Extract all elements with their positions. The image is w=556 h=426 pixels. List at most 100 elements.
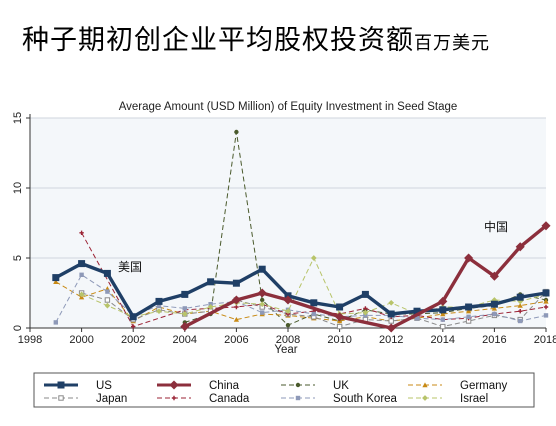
data-point-uk [285, 323, 291, 328]
x-tick-label: 2012 [379, 334, 403, 346]
data-point-canada [79, 230, 84, 235]
data-point-south-korea [53, 320, 58, 325]
data-point-us [258, 265, 266, 273]
data-point-israel [388, 299, 395, 306]
data-point-israel [104, 302, 111, 309]
data-point-south-korea [79, 272, 84, 277]
data-point-china [283, 295, 293, 305]
page-title-text: 种子期初创企业平均股权投资额 [22, 25, 414, 56]
data-point-germany [440, 311, 446, 317]
data-point-china [335, 312, 345, 322]
legend-marker-japan [58, 395, 64, 401]
data-point-germany [465, 308, 472, 314]
legend-marker-south-korea [295, 395, 301, 401]
data-point-japan [388, 318, 394, 324]
data-point-china [438, 296, 448, 306]
x-tick-label: 2016 [482, 334, 506, 346]
annotation-us: 美国 [118, 260, 143, 274]
data-point-israel [285, 308, 291, 315]
data-point-us [207, 278, 215, 286]
legend-marker-germany [422, 382, 428, 388]
page-title-unit: 百万美元 [414, 33, 490, 54]
data-point-japan [440, 323, 446, 330]
data-point-israel [156, 308, 162, 315]
data-point-uk [234, 129, 239, 135]
data-point-israel [310, 255, 317, 261]
data-point-us [155, 297, 163, 305]
data-point-china [180, 322, 190, 332]
data-point-us [129, 313, 137, 321]
data-point-germany [517, 302, 523, 308]
page-title: 种子期初创企业平均股权投资额百万美元 [22, 18, 490, 57]
chart-title: Average Amount (USD Million) of Equity I… [119, 101, 458, 113]
data-point-israel [259, 301, 266, 308]
data-point-israel [78, 291, 85, 298]
data-point-south-korea [543, 313, 549, 318]
y-tick-label: 15 [12, 112, 24, 124]
legend-label-us: US [96, 380, 112, 392]
data-point-south-korea [156, 303, 162, 308]
x-tick-label: 2006 [224, 334, 248, 346]
series-line-germany [55, 281, 547, 322]
x-tick-label: 1998 [18, 334, 42, 346]
data-point-us [516, 293, 524, 301]
series-china [180, 221, 551, 333]
data-point-us [413, 307, 421, 315]
data-point-us [232, 279, 240, 287]
legend-label-uk: UK [333, 380, 349, 392]
data-point-china [257, 288, 267, 298]
data-point-south-korea [440, 317, 445, 322]
y-tick-label: 10 [12, 182, 24, 194]
data-point-china [386, 323, 396, 333]
data-point-us [310, 299, 318, 307]
data-point-israel [362, 309, 369, 316]
data-point-us [439, 306, 447, 314]
x-tick-label: 2014 [431, 334, 455, 346]
data-point-germany [53, 279, 59, 284]
data-point-china [464, 253, 474, 263]
data-point-south-korea [466, 314, 471, 319]
series-line-us [54, 261, 547, 319]
legend-label-germany: Germany [460, 380, 508, 392]
data-point-south-korea [182, 306, 187, 311]
x-tick-label: 2002 [121, 334, 145, 346]
y-tick-label: 0 [12, 325, 24, 331]
data-point-uk [260, 297, 265, 303]
data-point-canada [543, 304, 549, 310]
data-point-us [542, 289, 550, 297]
data-point-china [515, 242, 525, 252]
data-point-us [490, 300, 498, 308]
data-point-japan [336, 323, 343, 330]
data-point-germany [543, 298, 549, 304]
legend: US China UK Germany Japan Canada South Korea Is… [33, 372, 535, 408]
y-tick-label: 5 [12, 255, 24, 261]
data-point-us [361, 290, 369, 298]
data-point-south-korea [518, 318, 523, 324]
legend-label-japan: Japan [96, 393, 127, 405]
data-point-germany [491, 305, 498, 311]
data-point-south-korea [260, 310, 265, 315]
x-tick-label: 2008 [276, 334, 300, 346]
data-point-us [52, 274, 60, 282]
x-tick-label: 2004 [173, 334, 197, 346]
legend-label-canada: Canada [209, 393, 250, 405]
legend-label-china: China [209, 380, 240, 392]
data-point-us [336, 303, 344, 311]
data-point-japan [104, 297, 111, 303]
data-point-south-korea [492, 311, 497, 317]
legend-label-south-korea: South Korea [333, 393, 398, 405]
x-tick-label: 2010 [327, 334, 351, 346]
data-point-us [181, 290, 189, 298]
data-point-us [387, 310, 395, 318]
legend-marker-uk [295, 382, 301, 388]
data-point-china [541, 221, 551, 231]
legend-label-israel: Israel [460, 393, 488, 405]
x-tick-label: 2018 [534, 334, 556, 346]
legend-marker-us [57, 381, 65, 389]
data-point-israel [207, 304, 214, 310]
data-point-china [231, 295, 241, 305]
data-point-us [103, 269, 111, 277]
legend-box [33, 372, 535, 408]
annotation-china: 中国 [484, 220, 509, 234]
